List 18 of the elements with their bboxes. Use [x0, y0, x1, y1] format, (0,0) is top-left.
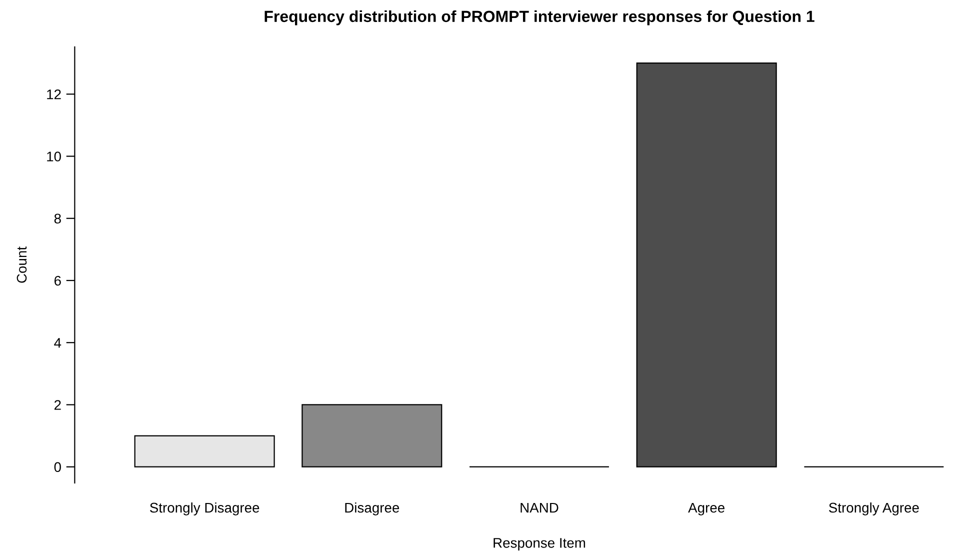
x-tick-label: Disagree: [345, 502, 400, 516]
y-tick-label: 10: [47, 152, 61, 162]
x-tick-label: Agree: [688, 502, 724, 516]
x-tick-label: Strongly Disagree: [150, 502, 260, 516]
bar: [636, 62, 777, 468]
y-tick-label: 4: [54, 338, 62, 348]
y-tick-label: 2: [54, 400, 61, 410]
x-tick-label: NAND: [520, 502, 558, 513]
y-tick-label: 6: [54, 276, 61, 286]
x-axis-title: Response Item: [494, 538, 586, 551]
y-tick-label: 12: [47, 89, 61, 100]
y-tick-label: 8: [54, 214, 61, 224]
chart-title: Frequency distribution of PROMPT interviewer responses for Question 1: [264, 10, 814, 26]
y-tick-label: 0: [54, 462, 61, 472]
x-tick-label: Strongly Agree: [829, 502, 919, 516]
bar: [134, 435, 275, 468]
bar: [302, 404, 442, 468]
y-axis-title: Count: [16, 246, 27, 283]
